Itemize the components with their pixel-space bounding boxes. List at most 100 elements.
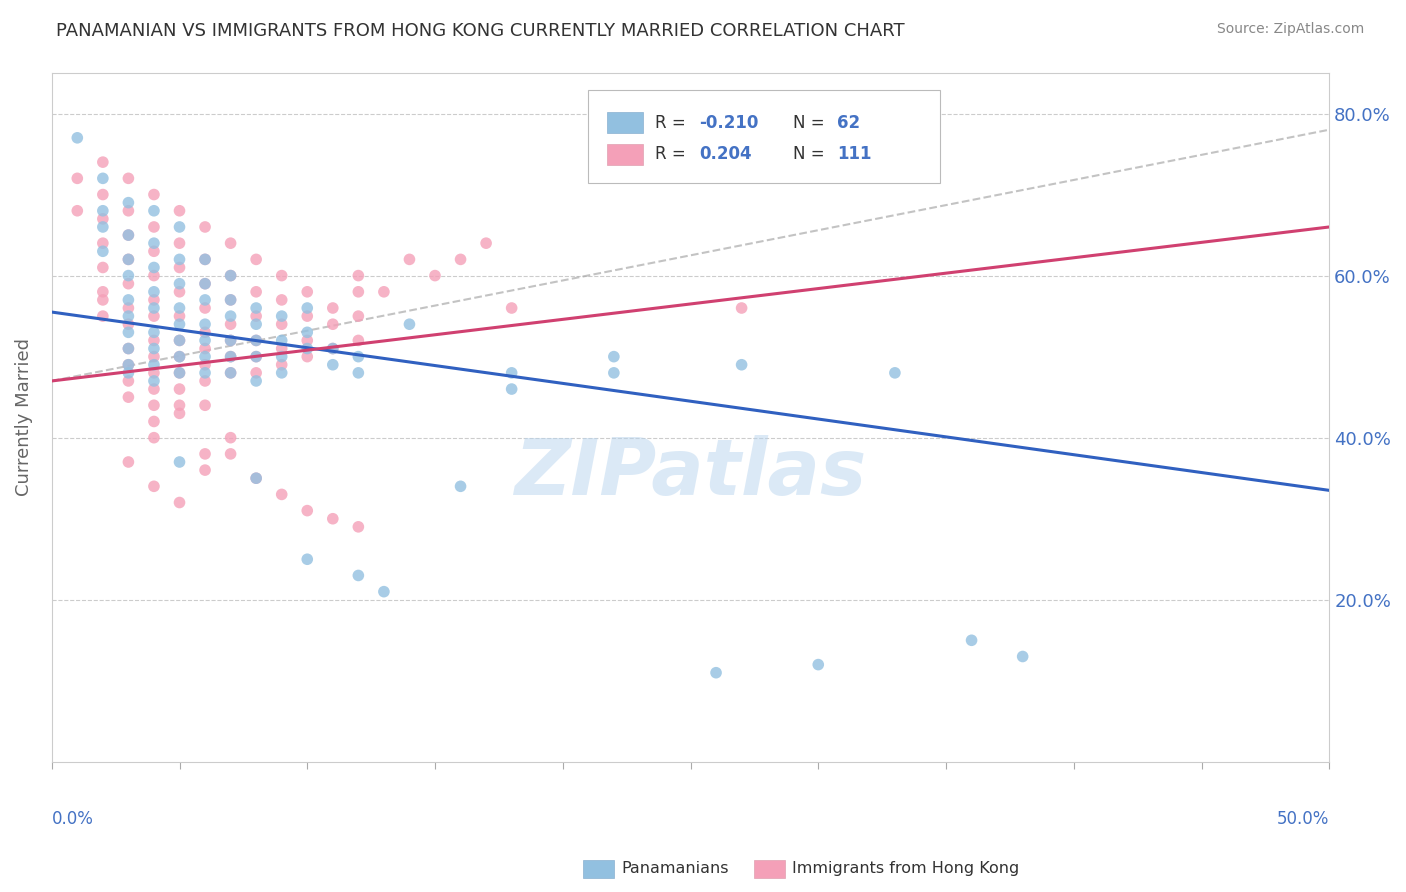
Point [142,415,165,429]
Point [501,366,523,380]
Point [194,277,217,291]
Point [142,398,165,412]
Point [169,398,191,412]
Point [169,277,191,291]
Point [322,342,344,356]
Point [219,309,242,323]
Point [219,350,242,364]
Point [730,358,752,372]
Point [245,366,267,380]
Point [270,334,292,348]
Point [169,350,191,364]
Point [117,252,139,267]
Point [194,219,217,234]
Point [169,236,191,251]
Text: N =: N = [793,145,830,163]
Text: 62: 62 [838,113,860,132]
Point [245,350,267,364]
Point [91,236,114,251]
Point [91,211,114,226]
Point [297,334,319,348]
Text: Source: ZipAtlas.com: Source: ZipAtlas.com [1216,22,1364,37]
Point [194,317,217,331]
Point [245,252,267,267]
Point [347,520,370,534]
Point [194,342,217,356]
Bar [607,144,643,165]
Point [117,342,139,356]
Point [219,431,242,445]
Point [117,252,139,267]
Point [270,309,292,323]
Point [245,334,267,348]
Point [194,366,217,380]
Point [245,471,267,485]
Point [297,350,319,364]
Point [169,495,191,509]
Point [347,334,370,348]
Point [194,252,217,267]
Point [347,366,370,380]
Point [194,277,217,291]
Point [91,203,114,218]
Point [142,285,165,299]
Point [245,309,267,323]
Point [960,633,983,648]
FancyBboxPatch shape [588,90,939,183]
Point [219,334,242,348]
Point [117,455,139,469]
Point [501,382,523,396]
Point [219,447,242,461]
Point [91,260,114,275]
Point [219,366,242,380]
Point [398,317,420,331]
Point [194,463,217,477]
Point [117,228,139,243]
Point [91,187,114,202]
Text: -0.210: -0.210 [699,113,759,132]
Point [347,309,370,323]
Text: 111: 111 [838,145,872,163]
Point [142,326,165,340]
Point [194,301,217,315]
Point [398,252,420,267]
Point [501,301,523,315]
Point [347,568,370,582]
Point [142,366,165,380]
Point [142,260,165,275]
Point [117,358,139,372]
Point [450,252,472,267]
Point [169,366,191,380]
Point [117,203,139,218]
Point [142,334,165,348]
Point [169,455,191,469]
Point [297,309,319,323]
Point [169,203,191,218]
Text: 50.0%: 50.0% [1277,810,1329,828]
Point [245,471,267,485]
Point [245,317,267,331]
Point [117,342,139,356]
Point [142,374,165,388]
Point [169,382,191,396]
Y-axis label: Currently Married: Currently Married [15,338,32,497]
Point [91,285,114,299]
Point [475,236,498,251]
Point [169,301,191,315]
Point [1011,649,1033,664]
Point [169,252,191,267]
Point [169,317,191,331]
Point [245,334,267,348]
Point [322,301,344,315]
Point [219,334,242,348]
Point [270,268,292,283]
Point [194,447,217,461]
Point [347,285,370,299]
Point [142,479,165,493]
Text: R =: R = [655,113,690,132]
Point [91,293,114,307]
Point [117,358,139,372]
Point [245,350,267,364]
Point [297,552,319,566]
Point [194,334,217,348]
